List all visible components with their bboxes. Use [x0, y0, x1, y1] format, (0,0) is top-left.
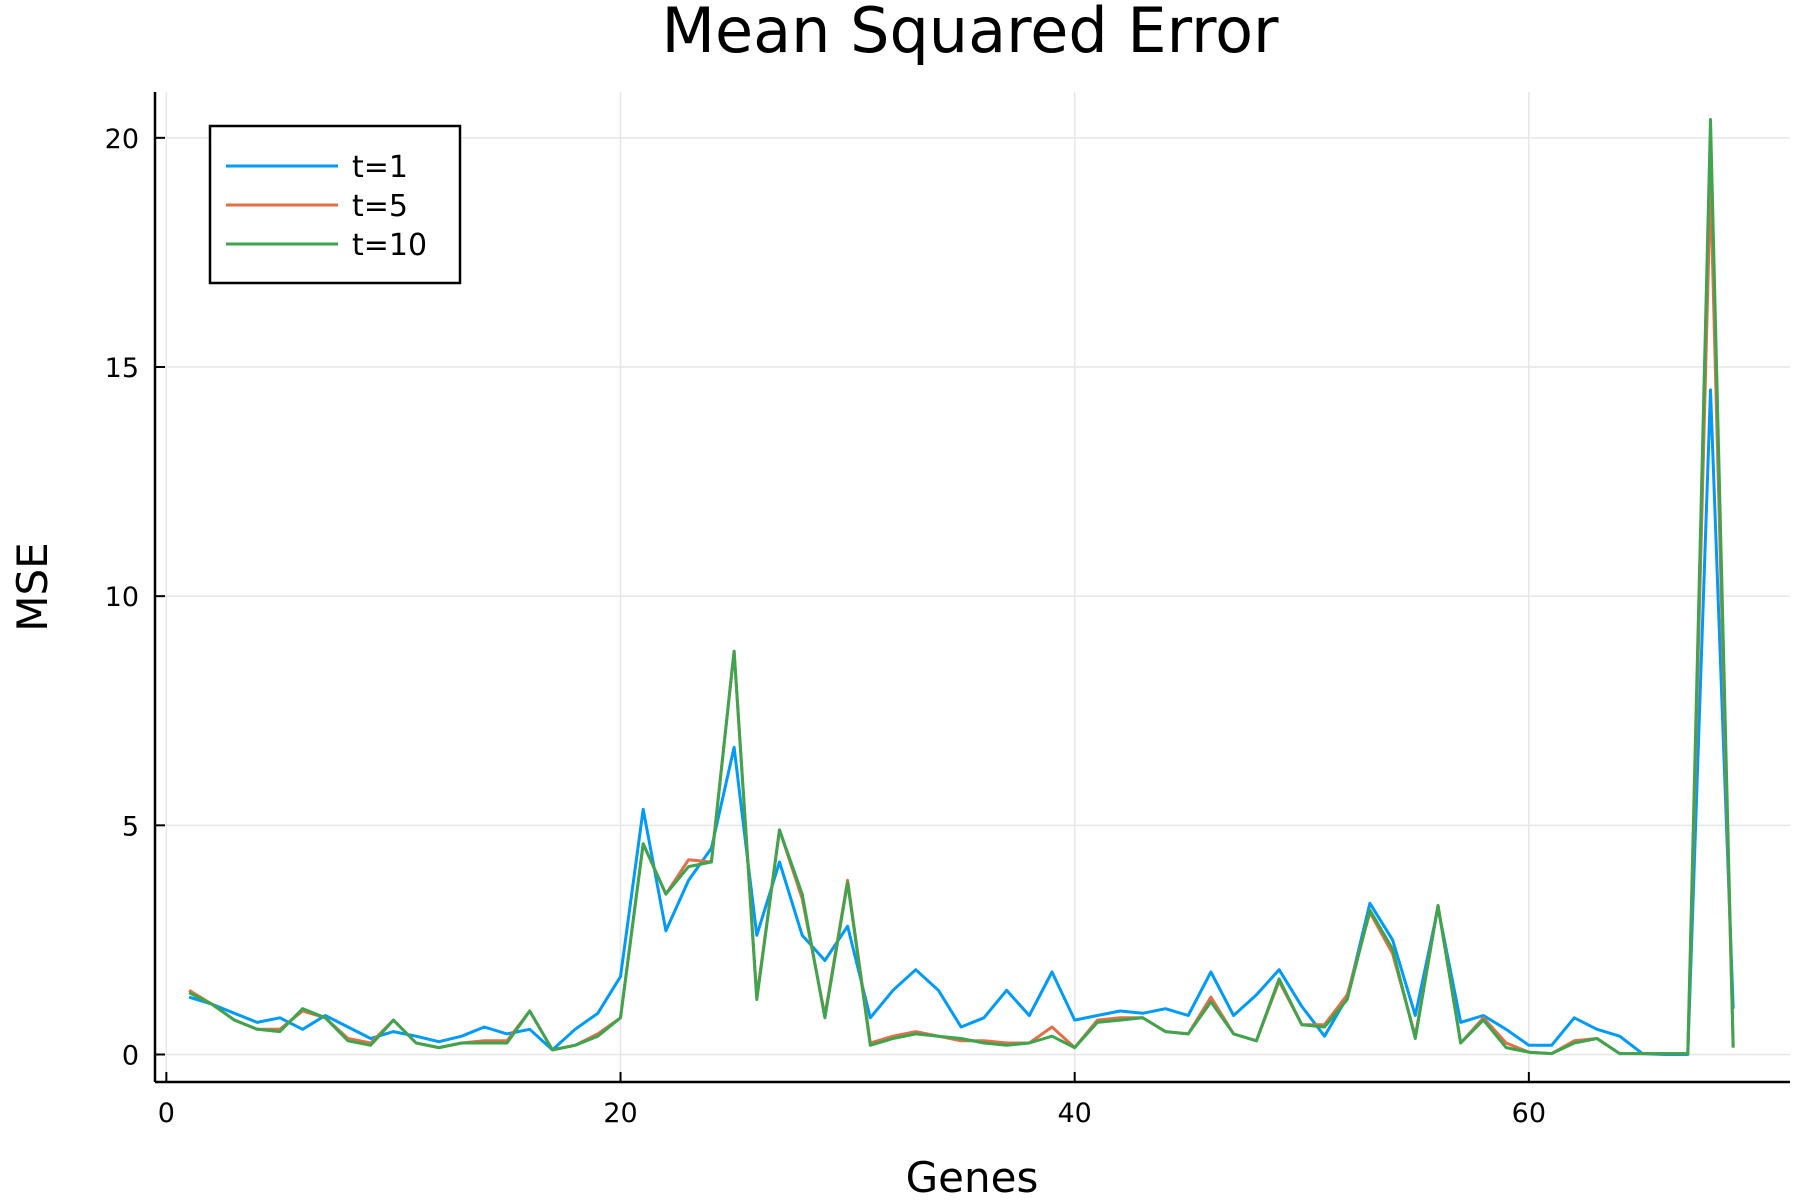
y-tick-label: 0 [122, 1041, 139, 1072]
y-tick-label: 15 [105, 353, 139, 384]
y-tick-label: 5 [122, 811, 139, 842]
y-ticks: 0 5 10 15 20 [105, 124, 165, 1072]
legend-label-3: t=10 [352, 228, 427, 263]
series-line-3 [188, 118, 1735, 1056]
chart-title: Mean Squared Error [661, 0, 1279, 67]
y-tick-label: 10 [105, 582, 139, 613]
legend-label-2: t=5 [352, 189, 408, 224]
legend-label-1: t=1 [352, 150, 408, 185]
series-line-2 [188, 182, 1735, 1056]
x-ticks: 0 20 40 60 [158, 1072, 1546, 1129]
y-axis-label: MSE [8, 542, 57, 631]
x-tick-label: 40 [1058, 1098, 1092, 1129]
y-tick-label: 20 [105, 124, 139, 155]
legend: t=1 t=5 t=10 [208, 124, 462, 285]
x-axis-label: Genes [906, 1153, 1039, 1200]
x-tick-label: 60 [1512, 1098, 1546, 1129]
x-tick-label: 0 [158, 1098, 175, 1129]
series-layer [188, 118, 1735, 1056]
axes [153, 92, 1790, 1084]
x-tick-label: 20 [603, 1098, 637, 1129]
series-line-1 [188, 388, 1735, 1056]
grid [155, 92, 1790, 1082]
